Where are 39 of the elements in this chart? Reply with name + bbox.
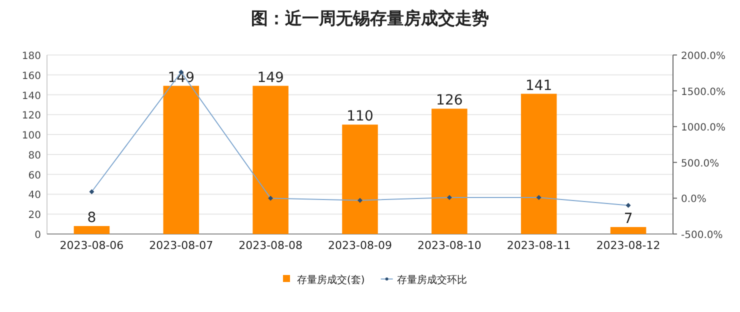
bar bbox=[163, 86, 200, 234]
x-tick-label: 2023-08-07 bbox=[149, 239, 214, 252]
legend-label: 存量房成交环比 bbox=[396, 274, 467, 286]
y-tick-label: 40 bbox=[28, 190, 41, 202]
y-tick-label: 100 bbox=[22, 130, 41, 142]
bar bbox=[74, 226, 110, 234]
y2-tick-label: -500.0% bbox=[681, 230, 723, 241]
legend-label: 存量房成交(套) bbox=[297, 274, 365, 286]
data-label: 110 bbox=[346, 108, 374, 125]
bar bbox=[342, 124, 378, 234]
x-tick-label: 2023-08-11 bbox=[506, 239, 571, 252]
data-label: 7 bbox=[624, 211, 633, 228]
y-tick-label: 20 bbox=[28, 210, 41, 222]
bar bbox=[520, 94, 557, 234]
y-tick-label: 160 bbox=[22, 70, 41, 82]
x-tick-label: 2023-08-10 bbox=[417, 239, 482, 252]
y2-tick-label: 0.0% bbox=[681, 194, 706, 206]
y2-tick-label: 1000.0% bbox=[681, 122, 726, 134]
bar bbox=[610, 227, 646, 234]
y-tick-label: 180 bbox=[22, 51, 41, 62]
bar bbox=[432, 108, 468, 234]
data-label: 141 bbox=[525, 78, 552, 94]
y2-tick-label: 1500.0% bbox=[681, 86, 726, 98]
x-tick-label: 2023-08-09 bbox=[328, 239, 392, 252]
data-label: 126 bbox=[436, 92, 463, 109]
y2-tick-label: 500.0% bbox=[681, 158, 720, 170]
x-tick-label: 2023-08-06 bbox=[60, 239, 124, 252]
y-tick-label: 140 bbox=[22, 90, 41, 102]
y-tick-label: 80 bbox=[28, 150, 41, 162]
data-label: 8 bbox=[87, 210, 96, 226]
x-tick-label: 2023-08-12 bbox=[596, 239, 660, 252]
data-label: 149 bbox=[257, 70, 284, 86]
y-tick-label: 60 bbox=[28, 170, 41, 182]
y-tick-label: 120 bbox=[22, 110, 41, 122]
x-tick-label: 2023-08-08 bbox=[238, 239, 303, 252]
chart-title: 图：近一周无锡存量房成交走势 bbox=[251, 9, 489, 29]
y2-tick-label: 2000.0% bbox=[681, 51, 726, 62]
y-tick-label: 0 bbox=[34, 230, 41, 241]
bar bbox=[252, 86, 288, 234]
